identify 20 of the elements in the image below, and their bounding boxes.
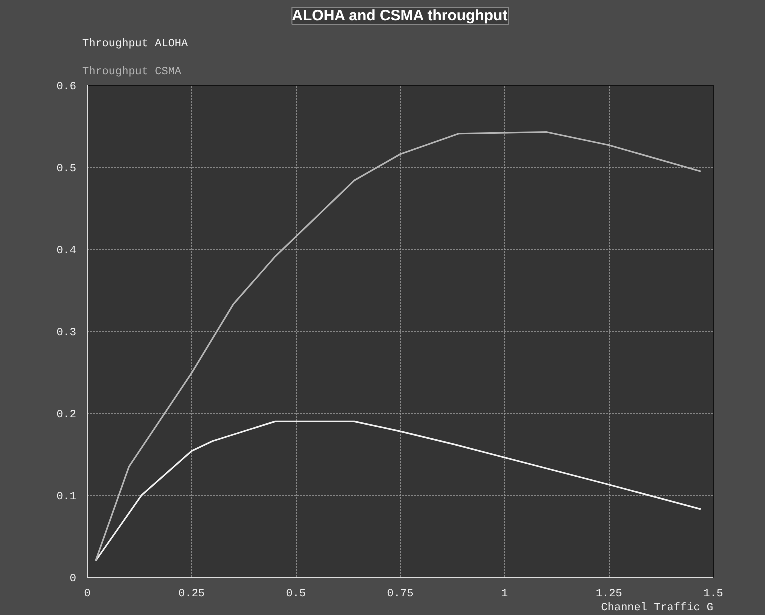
x-tick-label: 0.25 [178, 588, 206, 600]
x-tick-label: 1 [502, 588, 509, 600]
y-tick-label: 0 [70, 574, 77, 586]
line-series [95, 131, 702, 562]
x-tick-label: 1.25 [596, 588, 622, 600]
text: Throughput ALOHA [82, 38, 189, 50]
line-series [95, 420, 702, 562]
text: Throughput CSMA [82, 66, 182, 78]
x-tick-label: 0.5 [286, 588, 306, 600]
y-tick-label: 0.6 [56, 82, 77, 94]
y-tick-label: 0.2 [56, 410, 77, 422]
y-tick-label: 0.3 [56, 328, 77, 340]
x-tick-label: 0 [84, 588, 91, 600]
x-tick-label: 0.75 [387, 588, 414, 600]
y-tick-label: 0.1 [56, 492, 77, 504]
y-tick-label: 0.4 [56, 246, 77, 258]
x-tick-label: 1.5 [704, 588, 724, 600]
y-tick-label: 0.5 [56, 164, 77, 176]
chart-title: ALOHA and CSMA throughput [292, 8, 508, 24]
x-axis-title: Channel Traffic G [601, 602, 714, 614]
